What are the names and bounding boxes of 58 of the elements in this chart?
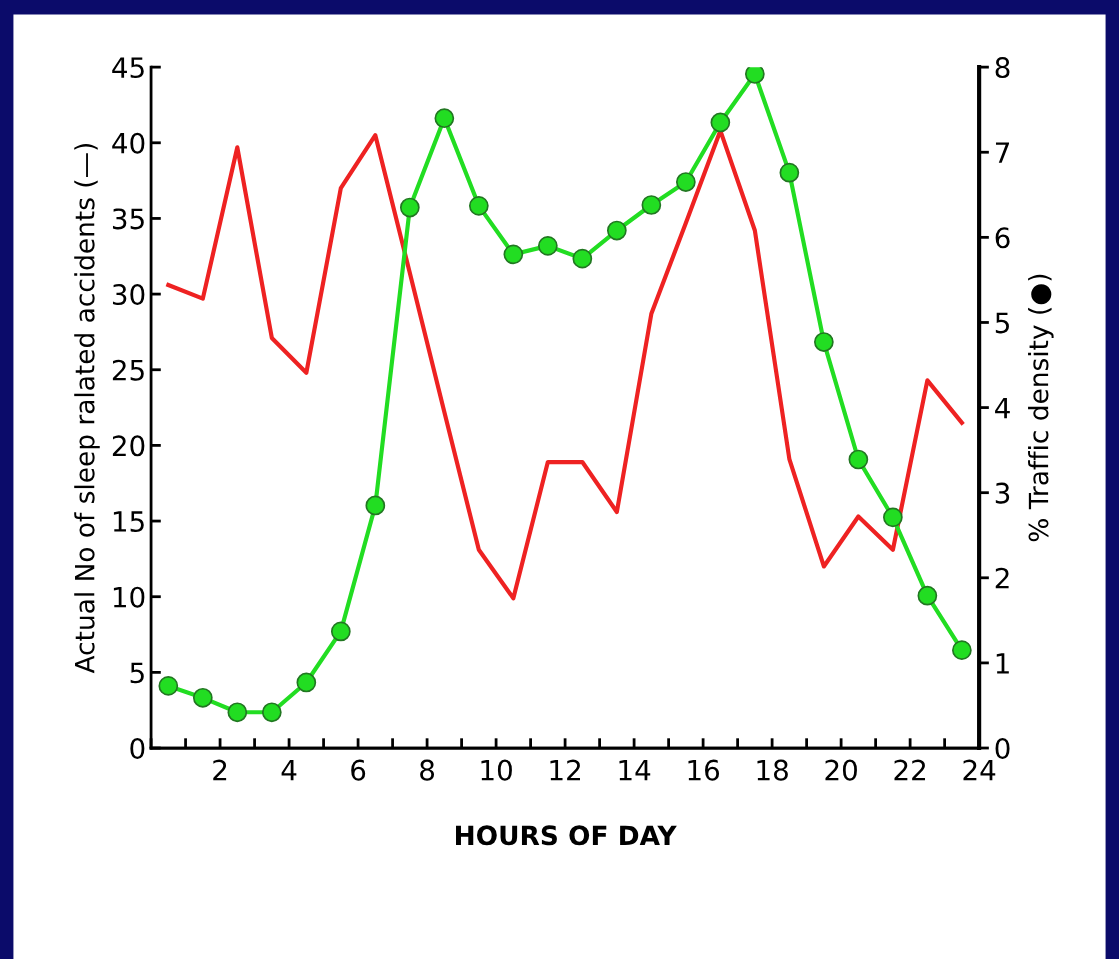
x-tick-label: 2 <box>213 759 227 781</box>
y-tick-label: 35 <box>112 208 144 230</box>
x-axis-title: HOURS OF DAY <box>456 825 677 846</box>
point <box>399 197 420 218</box>
x-tick-label: 10 <box>481 759 512 781</box>
y-tick-label: 20 <box>112 435 145 457</box>
point <box>227 702 248 723</box>
point <box>434 108 455 129</box>
point <box>572 248 593 269</box>
point <box>468 195 489 216</box>
point <box>952 640 972 661</box>
point <box>330 621 351 642</box>
y2-tick-label: 5 <box>995 312 1009 334</box>
point <box>848 449 869 470</box>
x-tick-label: 16 <box>688 759 720 781</box>
y-axis-title: Actual No of sleep ralated accidents (—) <box>74 143 100 674</box>
x-tick-label: 12 <box>550 759 580 781</box>
y-tick-label: 10 <box>113 586 145 608</box>
y-tick-label: 30 <box>112 284 145 306</box>
point <box>814 332 834 352</box>
y2-tick-label: 8 <box>995 57 1010 79</box>
y2-tick-label: 2 <box>995 567 1009 589</box>
point <box>675 172 696 192</box>
point <box>503 244 524 265</box>
x-tick-label: 20 <box>825 759 857 781</box>
y-tick-label: 40 <box>112 132 145 154</box>
point <box>710 112 731 133</box>
point <box>744 67 765 84</box>
x-tick-label: 8 <box>420 759 435 781</box>
point <box>779 162 800 183</box>
point <box>641 195 662 215</box>
y2-axis-title: % Traffic density (●) <box>1028 274 1054 542</box>
y-tick-label: 5 <box>130 662 144 684</box>
point <box>606 220 627 241</box>
y2-tick-label: 1 <box>996 653 1009 674</box>
point <box>917 585 938 606</box>
y2-tick-label: 6 <box>995 227 1010 249</box>
x-tick-label: 24 <box>963 759 996 781</box>
x-tick-label: 22 <box>894 759 926 781</box>
y2-tick-label: 7 <box>995 142 1010 163</box>
point <box>365 495 386 516</box>
y2-tick-label: 3 <box>995 482 1010 504</box>
x-tick-label: 4 <box>281 759 297 781</box>
point <box>158 676 179 696</box>
y-tick-label: 0 <box>130 737 145 759</box>
y-tick-label: 15 <box>113 511 144 533</box>
point <box>192 687 213 708</box>
y2-tick-label: 4 <box>995 397 1010 419</box>
x-tick-label: 6 <box>351 759 366 781</box>
x-tick-label: 14 <box>619 759 651 781</box>
y-tick-label: 45 <box>112 57 144 79</box>
point <box>537 236 558 256</box>
point <box>296 672 317 693</box>
x-tick-label: 18 <box>757 759 788 781</box>
y2-tick-label: 0 <box>995 737 1010 759</box>
point <box>261 702 282 723</box>
point <box>883 507 903 528</box>
y-tick-label: 25 <box>112 359 144 381</box>
